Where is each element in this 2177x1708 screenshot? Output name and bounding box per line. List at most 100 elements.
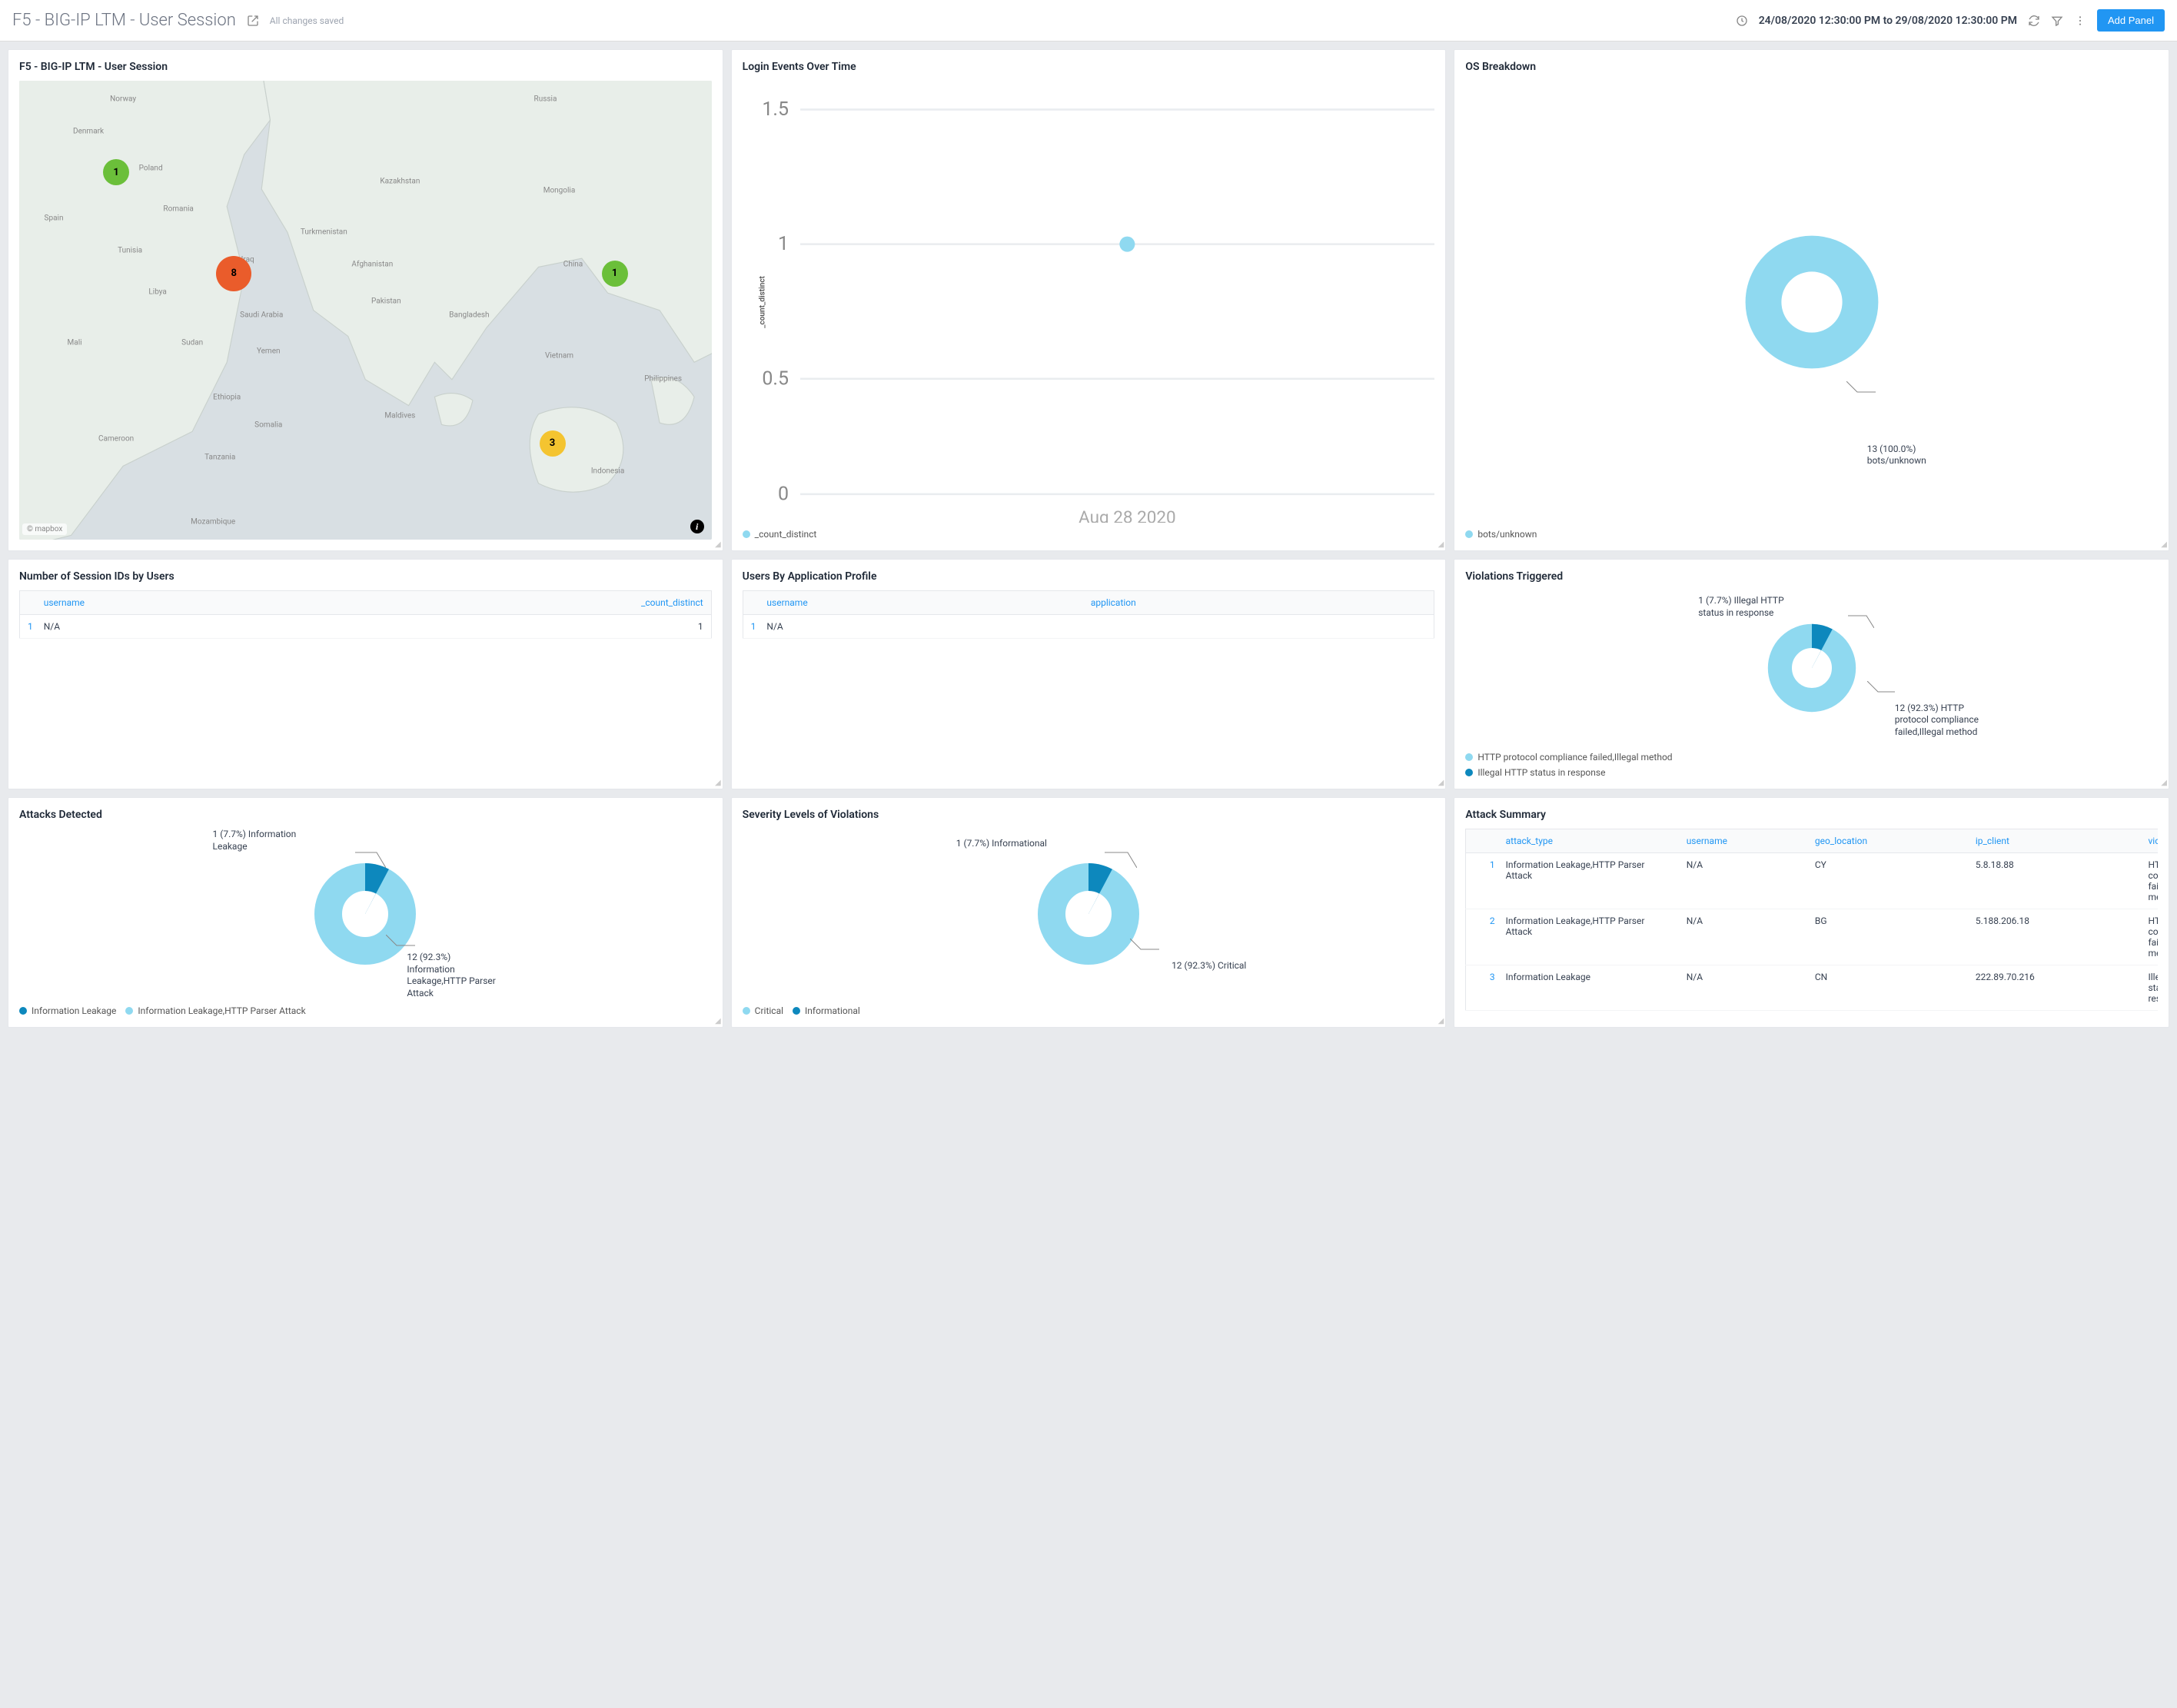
session-ids-table: username _count_distinct 1 N/A 1 bbox=[19, 590, 712, 639]
panel-users-by-app: Users By Application Profile username ap… bbox=[731, 559, 1447, 789]
map-country-label: Spain bbox=[45, 214, 64, 223]
legend-swatch-icon bbox=[1465, 753, 1473, 761]
share-icon[interactable] bbox=[247, 15, 259, 27]
donut-violations: 1 (7.7%) Illegal HTTP status in response… bbox=[1465, 590, 2158, 746]
map-country-label: Ethiopia bbox=[213, 394, 241, 402]
dashboard-topbar: F5 - BIG-IP LTM - User Session All chang… bbox=[0, 0, 2177, 42]
info-icon[interactable]: i bbox=[690, 520, 704, 533]
map-country-label: Kazakhstan bbox=[380, 178, 420, 186]
panel-attacks-detected: Attacks Detected 1 (7.7%) Information Le… bbox=[8, 797, 723, 1028]
chart-login-events: _count_distinct 1.5 1 0.5 0 Aug 28 2020 bbox=[743, 81, 1435, 523]
donut-annotation: 12 (92.3%) HTTP protocol compliance fail… bbox=[1895, 703, 1979, 739]
table-row[interactable]: 1 N/A bbox=[743, 615, 1434, 639]
table-row[interactable]: 2Information Leakage,HTTP Parser AttackN… bbox=[1466, 909, 2158, 965]
legend-swatch-icon bbox=[1465, 769, 1473, 776]
map-country-label: Denmark bbox=[73, 127, 104, 135]
map-country-label: Vietnam bbox=[545, 352, 573, 361]
date-range[interactable]: 24/08/2020 12:30:00 PM to 29/08/2020 12:… bbox=[1759, 15, 2017, 27]
legend-swatch-icon bbox=[743, 530, 750, 538]
panel-title: Severity Levels of Violations bbox=[743, 809, 1435, 821]
legend-item: Critical bbox=[743, 1005, 783, 1016]
map-attribution: © mapbox bbox=[22, 523, 67, 535]
dashboard-grid: F5 - BIG-IP LTM - User Session NorwayDen… bbox=[0, 42, 2177, 1035]
map-country-label: Tunisia bbox=[118, 247, 142, 255]
resize-handle-icon: ◢ bbox=[715, 779, 721, 787]
legend: _count_distinct bbox=[743, 529, 1435, 540]
map-marker[interactable]: 1 bbox=[103, 159, 129, 185]
table-row[interactable]: 1Information Leakage,HTTP Parser AttackN… bbox=[1466, 853, 2158, 909]
table-row[interactable]: 1 N/A 1 bbox=[20, 615, 712, 639]
map-marker[interactable]: 1 bbox=[602, 261, 628, 287]
map-country-label: Pakistan bbox=[371, 297, 401, 305]
panel-login-events: Login Events Over Time _count_distinct 1… bbox=[731, 49, 1447, 551]
legend: HTTP protocol compliance failed,Illegal … bbox=[1465, 752, 2158, 778]
legend-item: _count_distinct bbox=[743, 529, 817, 540]
clock-icon bbox=[1736, 15, 1748, 27]
refresh-icon[interactable] bbox=[2028, 15, 2040, 27]
map-country-label: Saudi Arabia bbox=[240, 311, 283, 319]
panel-title: Attack Summary bbox=[1465, 809, 2158, 821]
panel-violations: Violations Triggered 1 (7.7%) Illegal HT… bbox=[1454, 559, 2169, 789]
map-marker[interactable]: 3 bbox=[540, 430, 566, 457]
add-panel-button[interactable]: Add Panel bbox=[2097, 9, 2165, 32]
more-icon[interactable] bbox=[2074, 15, 2086, 27]
donut-annotation: 1 (7.7%) Informational bbox=[956, 838, 1047, 850]
map-country-label: Romania bbox=[163, 205, 193, 214]
resize-handle-icon: ◢ bbox=[1438, 541, 1444, 549]
legend-item: HTTP protocol compliance failed,Illegal … bbox=[1465, 752, 2158, 763]
dashboard-title: F5 - BIG-IP LTM - User Session bbox=[12, 11, 236, 30]
panel-os-breakdown: OS Breakdown 13 (100.0%) bots/unknown bo… bbox=[1454, 49, 2169, 551]
panel-title: Attacks Detected bbox=[19, 809, 712, 821]
panel-title: Number of Session IDs by Users bbox=[19, 570, 712, 583]
legend-item: Information Leakage bbox=[19, 1005, 116, 1016]
map-area[interactable]: Norway Denmark Russia Poland Kazakhstan Mongo… bbox=[19, 81, 712, 540]
data-point bbox=[1119, 237, 1135, 252]
donut-annotation: 13 (100.0%) bots/unknown bbox=[1867, 444, 1926, 467]
svg-text:1.5: 1.5 bbox=[762, 98, 789, 121]
map-country-label: Cameroon bbox=[98, 434, 134, 443]
map-country-label: Russia bbox=[534, 95, 557, 103]
attack-summary-table: attack_type username geo_location ip_cli… bbox=[1465, 829, 2158, 1011]
svg-text:Aug 28 2020: Aug 28 2020 bbox=[1079, 507, 1176, 523]
map-country-label: Poland bbox=[139, 164, 163, 172]
map-country-label: Indonesia bbox=[591, 467, 624, 475]
panel-title: Login Events Over Time bbox=[743, 61, 1435, 73]
legend-item: bots/unknown bbox=[1465, 529, 1537, 540]
map-country-label: Philippines bbox=[644, 375, 682, 384]
map-country-label: China bbox=[563, 260, 583, 268]
panel-title: OS Breakdown bbox=[1465, 61, 2158, 73]
legend-swatch-icon bbox=[125, 1007, 133, 1015]
legend-item: Informational bbox=[793, 1005, 860, 1016]
legend: bots/unknown bbox=[1465, 529, 2158, 540]
map-country-label: Sudan bbox=[181, 338, 203, 347]
resize-handle-icon: ◢ bbox=[2161, 779, 2167, 787]
table-row[interactable]: 3Information LeakageN/ACN222.89.70.216Il… bbox=[1466, 965, 2158, 1011]
legend-swatch-icon bbox=[19, 1007, 27, 1015]
resize-handle-icon: ◢ bbox=[715, 541, 721, 549]
filter-icon[interactable] bbox=[2051, 15, 2063, 27]
svg-text:0.5: 0.5 bbox=[762, 367, 789, 390]
map-country-label: Bangladesh bbox=[449, 311, 489, 319]
map-country-label: Mali bbox=[68, 338, 82, 347]
panel-attack-summary: Attack Summary attack_type username geo_… bbox=[1454, 797, 2169, 1028]
legend: Information Leakage Information Leakage,… bbox=[19, 1005, 712, 1016]
map-country-label: Maldives bbox=[384, 412, 415, 420]
donut-annotation: 12 (92.3%) Information Leakage,HTTP Pars… bbox=[407, 952, 496, 999]
y-axis-label: _count_distinct bbox=[758, 276, 766, 328]
resize-handle-icon: ◢ bbox=[1438, 1018, 1444, 1025]
legend: Critical Informational bbox=[743, 1005, 1435, 1016]
panel-severity: Severity Levels of Violations 1 (7.7%) I… bbox=[731, 797, 1447, 1028]
resize-handle-icon: ◢ bbox=[1438, 779, 1444, 787]
donut-attacks: 1 (7.7%) Information Leakage 12 (92.3%) … bbox=[19, 829, 712, 999]
map-country-label: Norway bbox=[110, 95, 136, 103]
panel-session-ids: Number of Session IDs by Users username … bbox=[8, 559, 723, 789]
resize-handle-icon: ◢ bbox=[2161, 541, 2167, 549]
map-country-label: Libya bbox=[148, 287, 166, 296]
save-status: All changes saved bbox=[270, 15, 344, 26]
donut-annotation: 12 (92.3%) Critical bbox=[1172, 960, 1246, 972]
map-country-label: Somalia bbox=[254, 421, 282, 430]
map-country-label: Mongolia bbox=[543, 187, 576, 195]
panel-map: F5 - BIG-IP LTM - User Session NorwayDen… bbox=[8, 49, 723, 551]
map-marker[interactable]: 8 bbox=[216, 256, 251, 291]
svg-text:1: 1 bbox=[778, 233, 789, 255]
